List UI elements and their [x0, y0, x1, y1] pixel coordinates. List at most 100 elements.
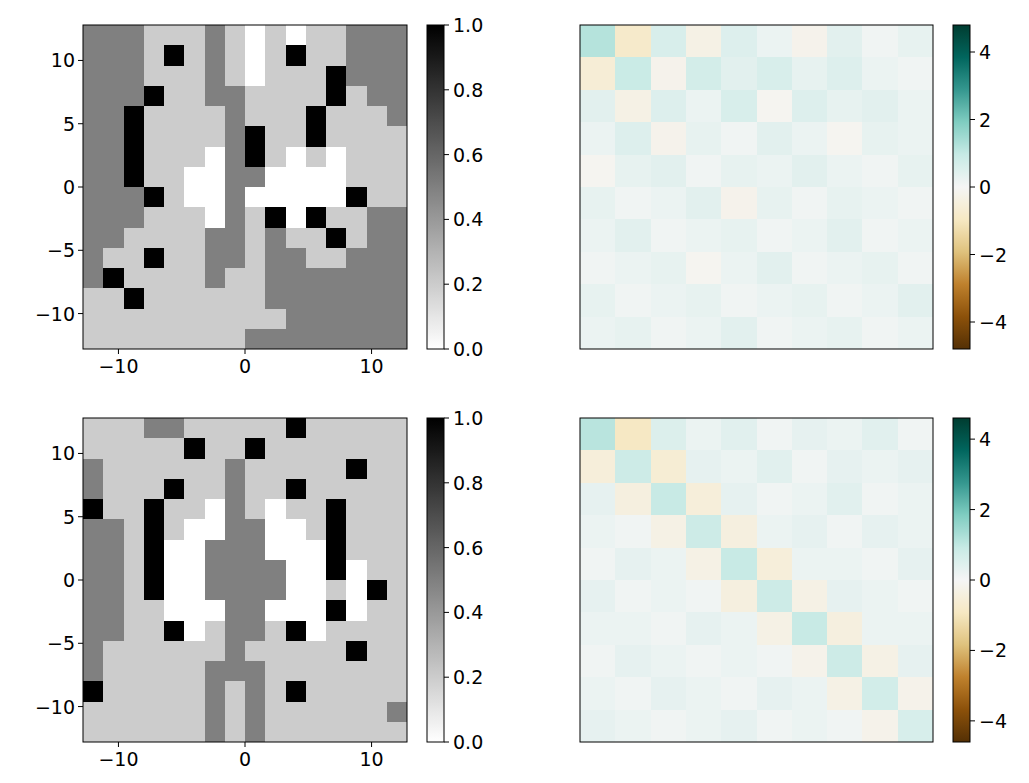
cell: [326, 519, 347, 540]
cell: [306, 207, 327, 228]
cell: [346, 86, 367, 107]
cell: [83, 25, 104, 46]
cell: [164, 309, 185, 330]
colorbar-tick-label: 1.0: [453, 407, 483, 429]
cell: [346, 147, 367, 168]
cell: [862, 483, 898, 516]
cell: [225, 45, 246, 66]
cell: [164, 167, 185, 188]
cell: [83, 519, 104, 540]
cell: [265, 66, 286, 87]
cell: [862, 284, 898, 317]
cell: [721, 284, 757, 317]
cell: [184, 147, 205, 168]
cell: [387, 106, 407, 127]
cell: [326, 702, 347, 723]
cell: [306, 499, 327, 520]
cell: [164, 126, 185, 147]
cell: [346, 661, 367, 682]
cell: [580, 25, 616, 58]
cell: [827, 155, 863, 188]
cell: [615, 90, 651, 123]
colorbar-tick: [444, 89, 449, 90]
cell: [83, 187, 104, 208]
cell: [757, 25, 793, 58]
colorbar-tick: [444, 482, 449, 483]
cell: [286, 540, 307, 561]
cell: [103, 126, 124, 147]
cell: [326, 459, 347, 480]
cell: [144, 418, 165, 439]
cell: [686, 645, 722, 678]
cell: [144, 86, 165, 107]
cell: [346, 25, 367, 46]
cell: [265, 207, 286, 228]
cell: [83, 580, 104, 601]
colorbar-tick: [444, 219, 449, 220]
cell: [346, 66, 367, 87]
cell: [862, 317, 898, 349]
cell: [827, 57, 863, 90]
cell: [367, 459, 388, 480]
cell: [184, 86, 205, 107]
cell: [144, 45, 165, 66]
cell: [651, 515, 687, 548]
cell: [792, 483, 828, 516]
cell: [184, 681, 205, 702]
cell: [721, 252, 757, 285]
cell: [205, 248, 226, 269]
cell: [387, 329, 407, 349]
cell: [286, 288, 307, 309]
y-tick-label: 10: [51, 49, 75, 71]
cell: [367, 106, 388, 127]
cell: [387, 621, 407, 642]
cell: [367, 600, 388, 621]
cell: [286, 600, 307, 621]
cell: [144, 499, 165, 520]
cell: [757, 219, 793, 252]
cell: [124, 86, 145, 107]
cell: [164, 288, 185, 309]
cell: [367, 722, 388, 742]
cell: [862, 645, 898, 678]
cell: [387, 661, 407, 682]
cell: [367, 681, 388, 702]
cell: [245, 540, 266, 561]
cell: [326, 438, 347, 459]
cell: [580, 548, 616, 581]
cell: [245, 167, 266, 188]
cell: [245, 560, 266, 581]
cell: [184, 438, 205, 459]
cell: [346, 641, 367, 662]
cell: [346, 329, 367, 349]
y-tick: [78, 453, 83, 454]
cell: [862, 710, 898, 742]
cell: [286, 519, 307, 540]
cell: [306, 126, 327, 147]
cell: [862, 252, 898, 285]
cell: [83, 45, 104, 66]
cell: [205, 499, 226, 520]
cell: [326, 560, 347, 581]
cell: [651, 187, 687, 220]
frame: [580, 418, 933, 742]
cell: [898, 548, 933, 581]
cell: [184, 499, 205, 520]
cell: [367, 126, 388, 147]
cell: [245, 621, 266, 642]
cell: [792, 122, 828, 155]
cell: [245, 86, 266, 107]
frame: [83, 418, 407, 742]
x-tick-label: −10: [98, 748, 138, 770]
cell: [225, 560, 246, 581]
cell: [144, 309, 165, 330]
cell: [686, 284, 722, 317]
cell: [792, 155, 828, 188]
cell: [346, 228, 367, 249]
x-tick-label: 10: [359, 748, 383, 770]
cell: [144, 600, 165, 621]
cell: [225, 580, 246, 601]
cell: [651, 219, 687, 252]
cell: [103, 479, 124, 500]
cell: [387, 187, 407, 208]
